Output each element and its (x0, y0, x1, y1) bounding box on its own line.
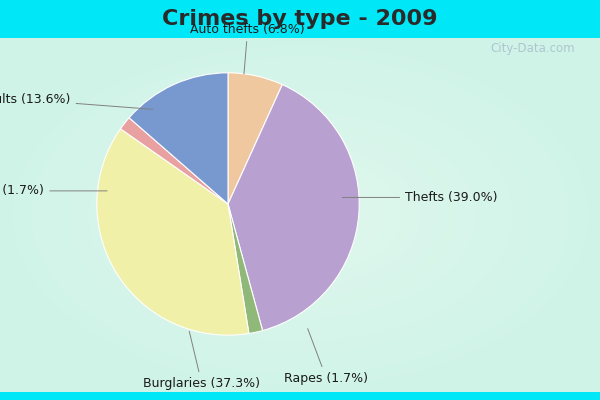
Text: Robberies (1.7%): Robberies (1.7%) (0, 184, 107, 197)
Wedge shape (228, 204, 263, 334)
Text: Rapes (1.7%): Rapes (1.7%) (284, 329, 368, 385)
Wedge shape (129, 73, 228, 204)
Text: Burglaries (37.3%): Burglaries (37.3%) (143, 331, 260, 390)
Text: Assaults (13.6%): Assaults (13.6%) (0, 92, 153, 109)
Text: Crimes by type - 2009: Crimes by type - 2009 (162, 9, 438, 29)
Bar (0, 392, 600, 400)
Text: Thefts (39.0%): Thefts (39.0%) (342, 191, 497, 204)
Wedge shape (228, 84, 359, 330)
Wedge shape (228, 73, 283, 204)
Wedge shape (97, 129, 249, 335)
Text: City-Data.com: City-Data.com (490, 42, 575, 55)
Wedge shape (121, 118, 228, 204)
Bar (0, 0, 600, 38)
Text: Auto thefts (6.8%): Auto thefts (6.8%) (190, 23, 305, 74)
